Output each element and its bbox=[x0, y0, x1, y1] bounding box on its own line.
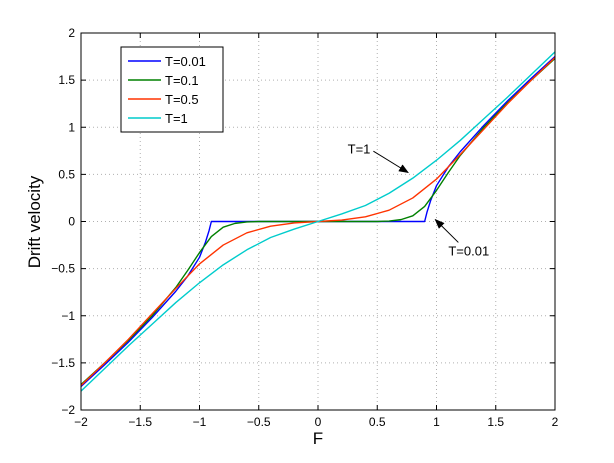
series-line-4 bbox=[81, 51, 555, 392]
legend-label-4: T=1 bbox=[165, 111, 188, 126]
x-tick-label: −1.5 bbox=[128, 415, 152, 429]
x-tick-label: 2 bbox=[552, 415, 559, 429]
y-tick-label: 1 bbox=[68, 120, 75, 134]
legend: T=0.01 T=0.1 T=0.5 T=1 bbox=[120, 46, 224, 133]
x-tick-label: −0.5 bbox=[247, 415, 271, 429]
x-tick-label: 1 bbox=[433, 415, 440, 429]
x-tick-label: 0.5 bbox=[369, 415, 386, 429]
annotation-label-2: T=0.01 bbox=[448, 243, 489, 258]
y-tick-label: −1 bbox=[61, 309, 75, 323]
legend-label-2: T=0.1 bbox=[165, 73, 199, 88]
x-tick-label: 0 bbox=[315, 415, 322, 429]
y-tick-label: 2 bbox=[68, 26, 75, 40]
annotation-label-1: T=1 bbox=[348, 142, 371, 157]
annotation-arrow-2 bbox=[434, 218, 459, 243]
x-tick-label: 1.5 bbox=[487, 415, 504, 429]
legend-label-3: T=0.5 bbox=[165, 92, 199, 107]
y-tick-label: −2 bbox=[61, 403, 75, 417]
y-tick-label: 0 bbox=[68, 215, 75, 229]
annotation-arrow-1 bbox=[373, 150, 409, 174]
series-lines bbox=[81, 51, 555, 392]
x-tick-label: −2 bbox=[74, 415, 88, 429]
y-axis-label: Drift velocity bbox=[25, 175, 44, 268]
x-tick-labels: −2 −1.5 −1 −0.5 0 0.5 1 1.5 2 bbox=[74, 415, 559, 429]
y-tick-labels: −2 −1.5 −1 −0.5 0 0.5 1 1.5 2 bbox=[51, 26, 75, 417]
annotations: T=1 T=0.01 bbox=[348, 142, 490, 259]
y-tick-label: −0.5 bbox=[51, 262, 75, 276]
x-tick-label: −1 bbox=[193, 415, 207, 429]
y-tick-label: 0.5 bbox=[58, 167, 75, 181]
legend-label-1: T=0.01 bbox=[165, 54, 206, 69]
y-tick-label: −1.5 bbox=[51, 356, 75, 370]
x-axis-label: F bbox=[313, 429, 323, 448]
y-tick-label: 1.5 bbox=[58, 73, 75, 87]
ticks bbox=[80, 32, 556, 411]
